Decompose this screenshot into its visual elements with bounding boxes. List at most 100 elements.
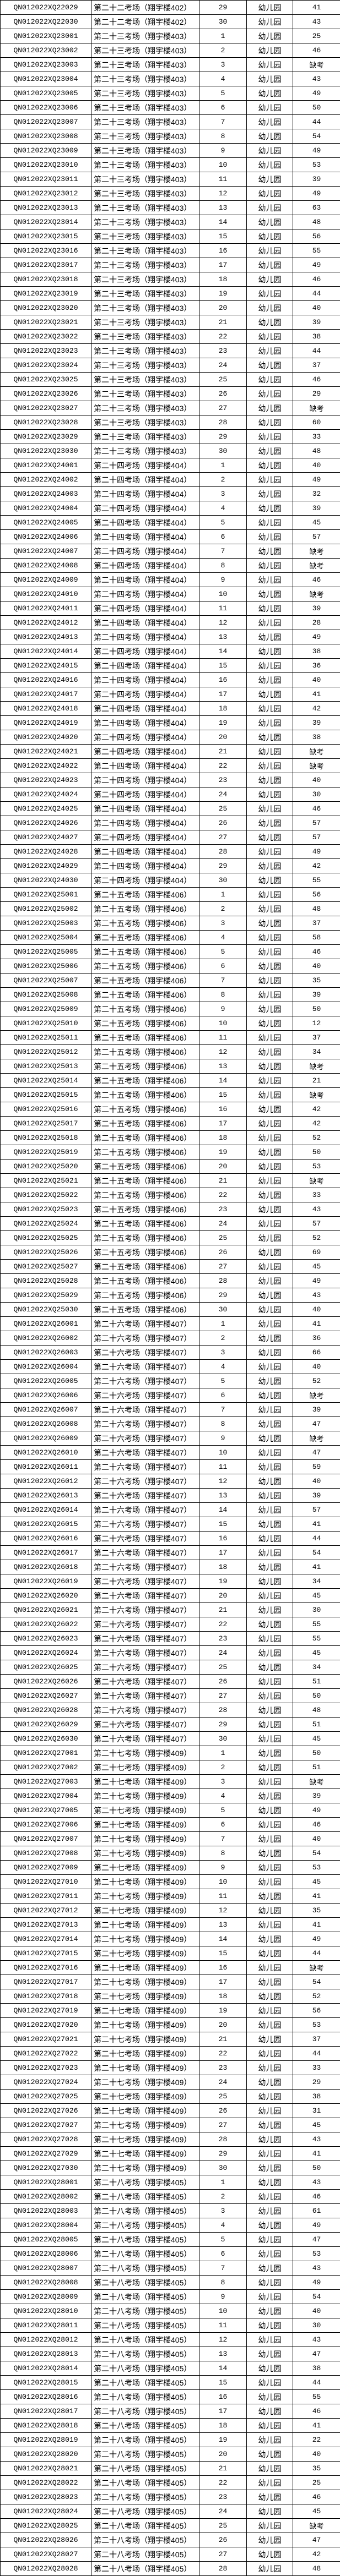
table-row: QN012022XQ23014 第二十三考场（翔宇楼403） 14 幼儿园 48 bbox=[0, 215, 340, 229]
score-cell: 38 bbox=[293, 2361, 340, 2376]
category-cell: 幼儿园 bbox=[246, 29, 293, 43]
seat-number-cell: 8 bbox=[199, 558, 247, 573]
table-row: QN012022XQ23024 第二十三考场（翔宇楼403） 24 幼儿园 37 bbox=[0, 358, 340, 373]
table-row: QN012022XQ28014 第二十八考场（翔宇楼405） 14 幼儿园 38 bbox=[0, 2361, 340, 2376]
score-cell: 29 bbox=[293, 2075, 340, 2090]
exam-room-cell: 第二十二考场（翔宇楼402） bbox=[91, 14, 199, 29]
candidate-id-cell: QN012022XQ25017 bbox=[0, 1116, 91, 1131]
category-cell: 幼儿园 bbox=[246, 1059, 293, 1074]
table-row: QN012022XQ27009 第二十七考场（翔宇楼409） 9 幼儿园 53 bbox=[0, 1860, 340, 1875]
seat-number-cell: 27 bbox=[199, 2547, 247, 2562]
candidate-id-cell: QN012022XQ24009 bbox=[0, 572, 91, 587]
candidate-id-cell: QN012022XQ28015 bbox=[0, 2375, 91, 2390]
category-cell: 幼儿园 bbox=[246, 200, 293, 215]
table-row: QN012022XQ24027 第二十四考场（翔宇楼404） 27 幼儿园 57 bbox=[0, 830, 340, 845]
candidate-id-cell: QN012022XQ25025 bbox=[0, 1230, 91, 1245]
table-row: QN012022XQ26023 第二十六考场（翔宇楼407） 23 幼儿园 55 bbox=[0, 1631, 340, 1646]
table-row: QN012022XQ22029 第二十二考场（翔宇楼402） 29 幼儿园 41 bbox=[0, 0, 340, 15]
candidate-id-cell: QN012022XQ27008 bbox=[0, 1846, 91, 1861]
candidate-id-cell: QN012022XQ28003 bbox=[0, 2203, 91, 2218]
exam-room-cell: 第二十七考场（翔宇楼409） bbox=[91, 2103, 199, 2118]
table-row: QN012022XQ25030 第二十五考场（翔宇楼406） 30 幼儿园 40 bbox=[0, 1302, 340, 1317]
score-cell: 46 bbox=[293, 2189, 340, 2204]
candidate-id-cell: QN012022XQ23004 bbox=[0, 72, 91, 86]
candidate-id-cell: QN012022XQ26015 bbox=[0, 1517, 91, 1532]
category-cell: 幼儿园 bbox=[246, 486, 293, 501]
category-cell: 幼儿园 bbox=[246, 2261, 293, 2276]
category-cell: 幼儿园 bbox=[246, 2347, 293, 2361]
exam-room-cell: 第二十五考场（翔宇楼406） bbox=[91, 959, 199, 973]
candidate-id-cell: QN012022XQ25003 bbox=[0, 916, 91, 931]
score-cell: 40 bbox=[293, 1831, 340, 1846]
table-row: QN012022XQ23001 第二十三考场（翔宇楼403） 1 幼儿园 25 bbox=[0, 29, 340, 43]
seat-number-cell: 27 bbox=[199, 1688, 247, 1703]
exam-room-cell: 第二十六考场（翔宇楼407） bbox=[91, 1660, 199, 1675]
seat-number-cell: 7 bbox=[199, 544, 247, 559]
seat-number-cell: 22 bbox=[199, 2046, 247, 2061]
exam-room-cell: 第二十七考场（翔宇楼409） bbox=[91, 1846, 199, 1861]
category-cell: 幼儿园 bbox=[246, 1459, 293, 1474]
exam-room-cell: 第二十四考场（翔宇楼404） bbox=[91, 844, 199, 859]
score-cell: 52 bbox=[293, 1374, 340, 1388]
seat-number-cell: 9 bbox=[199, 143, 247, 158]
table-row: QN012022XQ28005 第二十八考场（翔宇楼405） 5 幼儿园 47 bbox=[0, 2232, 340, 2247]
category-cell: 幼儿园 bbox=[246, 186, 293, 201]
seat-number-cell: 10 bbox=[199, 1874, 247, 1889]
candidate-id-cell: QN012022XQ23006 bbox=[0, 100, 91, 115]
table-row: QN012022XQ23015 第二十三考场（翔宇楼403） 15 幼儿园 56 bbox=[0, 229, 340, 244]
score-cell: 43 bbox=[293, 1202, 340, 1217]
score-cell: 缺考 bbox=[293, 558, 340, 573]
exam-room-cell: 第二十五考场（翔宇楼406） bbox=[91, 1273, 199, 1288]
candidate-id-cell: QN012022XQ27005 bbox=[0, 1803, 91, 1818]
candidate-id-cell: QN012022XQ28020 bbox=[0, 2447, 91, 2462]
score-cell: 54 bbox=[293, 1975, 340, 1989]
exam-room-cell: 第二十八考场（翔宇楼405） bbox=[91, 2504, 199, 2519]
table-row: QN012022XQ23021 第二十三考场（翔宇楼403） 21 幼儿园 39 bbox=[0, 315, 340, 330]
candidate-id-cell: QN012022XQ26024 bbox=[0, 1645, 91, 1660]
table-row: QN012022XQ27030 第二十七考场（翔宇楼409） 30 幼儿园 50 bbox=[0, 2161, 340, 2175]
category-cell: 幼儿园 bbox=[246, 744, 293, 759]
seat-number-cell: 17 bbox=[199, 1975, 247, 1989]
table-row: QN012022XQ23029 第二十三考场（翔宇楼403） 29 幼儿园 33 bbox=[0, 429, 340, 444]
candidate-id-cell: QN012022XQ23029 bbox=[0, 429, 91, 444]
category-cell: 幼儿园 bbox=[246, 2332, 293, 2347]
score-cell: 49 bbox=[293, 2218, 340, 2233]
seat-number-cell: 21 bbox=[199, 1173, 247, 1188]
candidate-id-cell: QN012022XQ27013 bbox=[0, 1917, 91, 1932]
seat-number-cell: 21 bbox=[199, 744, 247, 759]
category-cell: 幼儿园 bbox=[246, 2046, 293, 2061]
table-row: QN012022XQ26002 第二十六考场（翔宇楼407） 2 幼儿园 36 bbox=[0, 1331, 340, 1346]
seat-number-cell: 30 bbox=[199, 1302, 247, 1317]
exam-room-cell: 第二十三考场（翔宇楼403） bbox=[91, 186, 199, 201]
exam-room-cell: 第二十七考场（翔宇楼409） bbox=[91, 1831, 199, 1846]
category-cell: 幼儿园 bbox=[246, 2533, 293, 2547]
seat-number-cell: 20 bbox=[199, 1159, 247, 1174]
score-cell: 41 bbox=[293, 1517, 340, 1532]
category-cell: 幼儿园 bbox=[246, 1803, 293, 1818]
candidate-id-cell: QN012022XQ27010 bbox=[0, 1874, 91, 1889]
exam-room-cell: 第二十五考场（翔宇楼406） bbox=[91, 1216, 199, 1231]
score-cell: 41 bbox=[293, 2146, 340, 2161]
exam-room-cell: 第二十四考场（翔宇楼404） bbox=[91, 801, 199, 816]
score-cell: 44 bbox=[293, 2375, 340, 2390]
candidate-id-cell: QN012022XQ28002 bbox=[0, 2189, 91, 2204]
exam-room-cell: 第二十四考场（翔宇楼404） bbox=[91, 544, 199, 559]
seat-number-cell: 17 bbox=[199, 2404, 247, 2419]
seat-number-cell: 6 bbox=[199, 1388, 247, 1403]
table-row: QN012022XQ24008 第二十四考场（翔宇楼404） 8 幼儿园 缺考 bbox=[0, 558, 340, 573]
category-cell: 幼儿园 bbox=[246, 515, 293, 530]
exam-room-cell: 第二十三考场（翔宇楼403） bbox=[91, 358, 199, 373]
candidate-id-cell: QN012022XQ28011 bbox=[0, 2318, 91, 2333]
score-cell: 43 bbox=[293, 1288, 340, 1303]
table-row: QN012022XQ24003 第二十四考场（翔宇楼404） 3 幼儿园 32 bbox=[0, 486, 340, 501]
score-cell: 57 bbox=[293, 816, 340, 830]
score-cell: 46 bbox=[293, 43, 340, 58]
exam-room-cell: 第二十五考场（翔宇楼406） bbox=[91, 916, 199, 931]
candidate-id-cell: QN012022XQ24018 bbox=[0, 701, 91, 716]
exam-room-cell: 第二十八考场（翔宇楼405） bbox=[91, 2533, 199, 2547]
exam-room-cell: 第二十五考场（翔宇楼406） bbox=[91, 1116, 199, 1131]
table-row: QN012022XQ26003 第二十六考场（翔宇楼407） 3 幼儿园 66 bbox=[0, 1345, 340, 1360]
candidate-id-cell: QN012022XQ26030 bbox=[0, 1731, 91, 1746]
score-cell: 63 bbox=[293, 200, 340, 215]
category-cell: 幼儿园 bbox=[246, 1331, 293, 1346]
